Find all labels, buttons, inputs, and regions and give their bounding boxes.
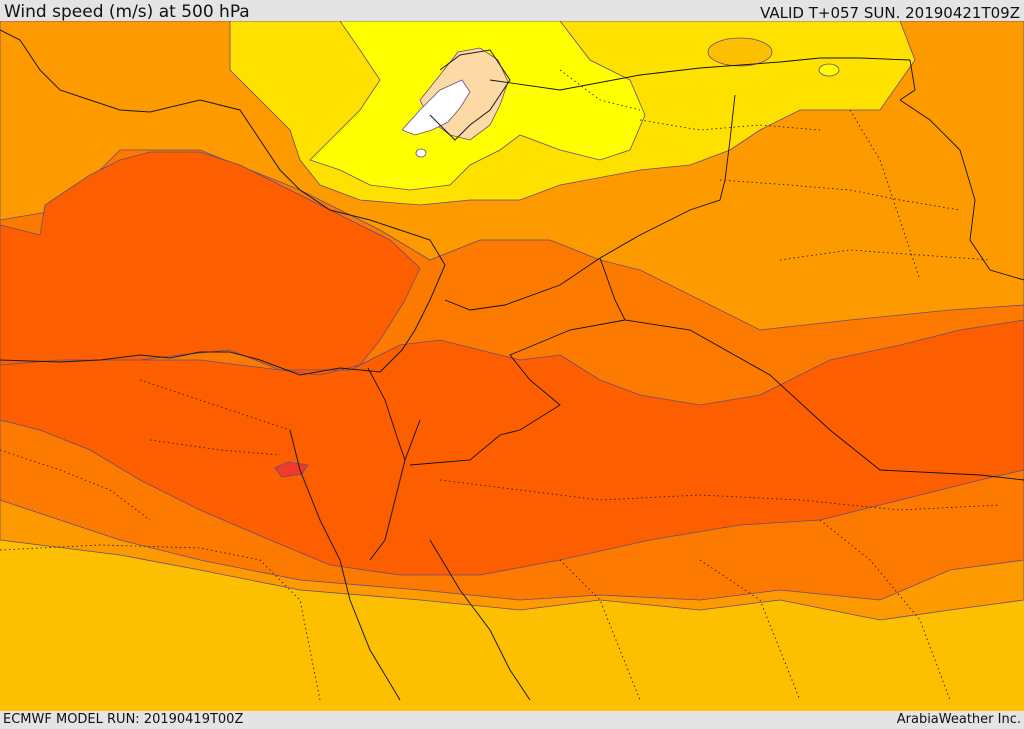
wind-speed-map[interactable]: [0, 21, 1024, 711]
credit-label: ArabiaWeather Inc.: [896, 712, 1021, 727]
valid-time-label: VALID T+057 SUN. 20190421T09Z: [760, 4, 1020, 22]
shade-peak: [274, 461, 309, 478]
country-borders: [367, 57, 1024, 481]
shade-light-patch: [818, 63, 840, 77]
shade-weakest-small: [415, 148, 427, 158]
map-canvas: [0, 21, 1024, 711]
shade-weakest: [401, 79, 471, 136]
header-bar: Wind speed (m/s) at 500 hPa VALID T+057 …: [0, 0, 1024, 22]
footer-bar: ECMWF MODEL RUN: 20190419T00Z ArabiaWeat…: [0, 711, 1024, 729]
shade-moderate-patch: [707, 37, 773, 67]
coastlines: [0, 29, 531, 701]
map-title: Wind speed (m/s) at 500 hPa: [4, 2, 250, 22]
shade-very-strong: [0, 151, 1024, 576]
region-borders: [0, 69, 1001, 701]
model-run-label: ECMWF MODEL RUN: 20190419T00Z: [3, 712, 244, 727]
